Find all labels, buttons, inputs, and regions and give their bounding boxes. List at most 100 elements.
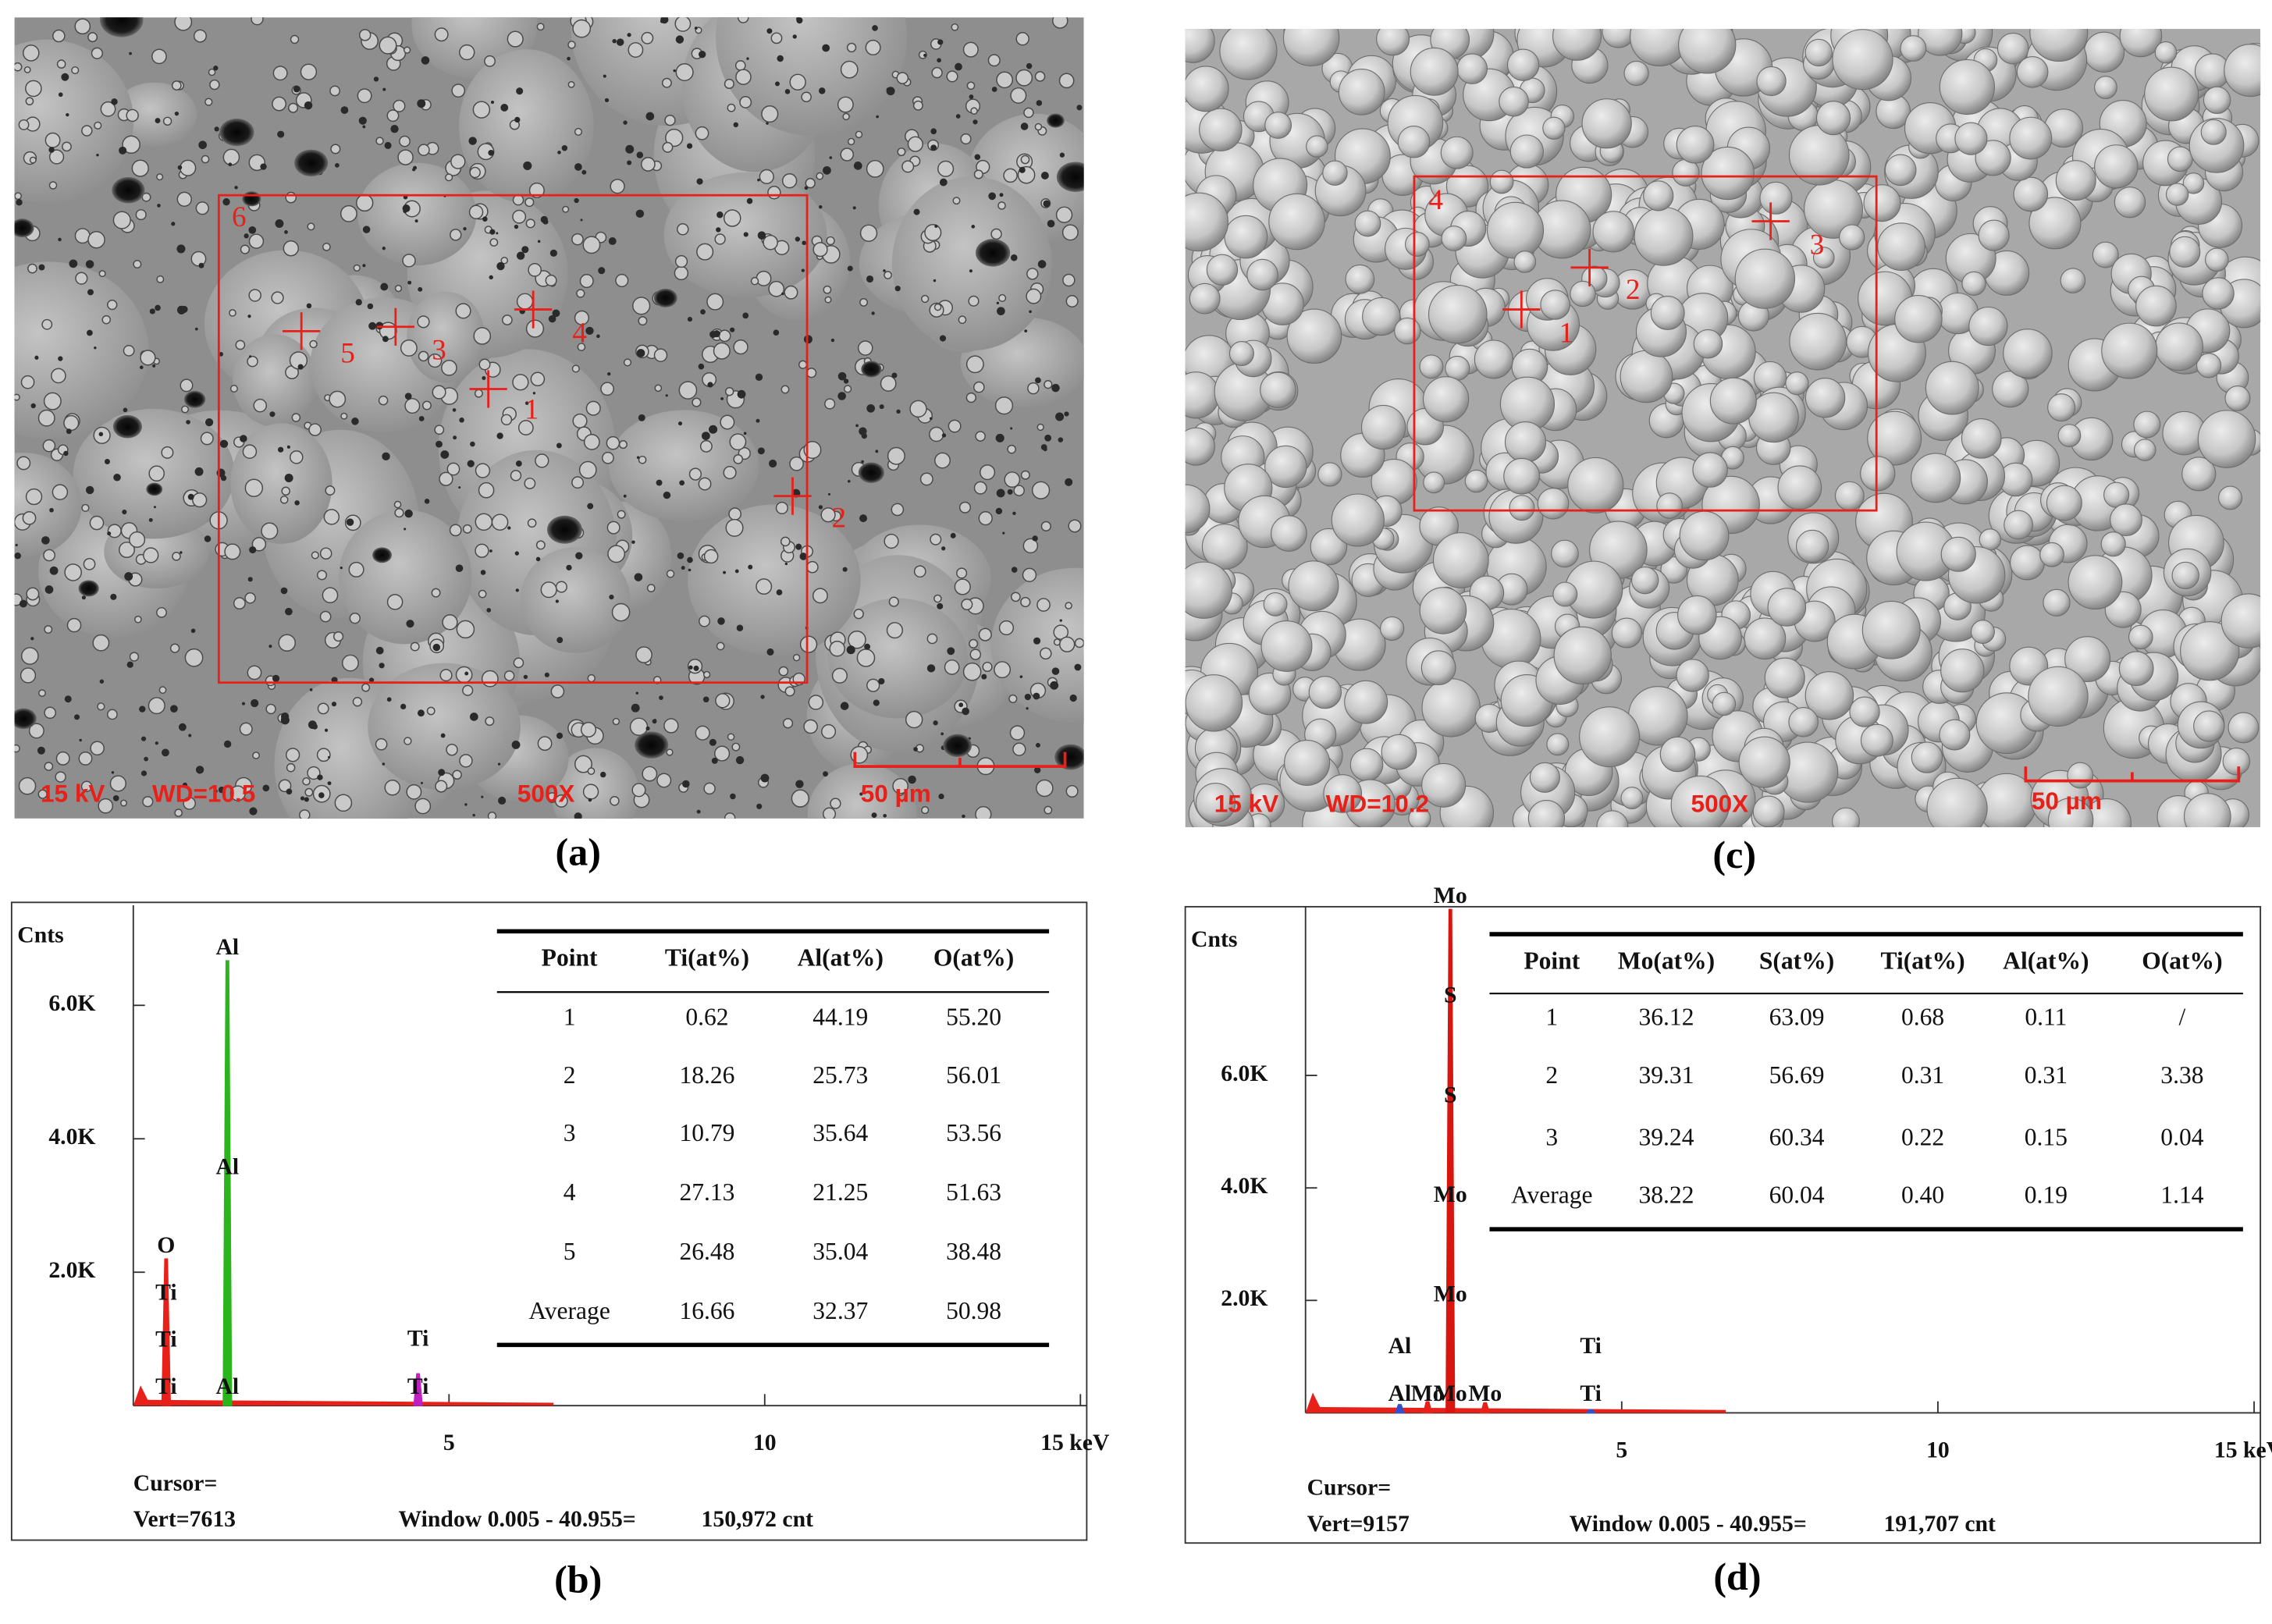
texture	[277, 446, 284, 453]
table-cell: 0.68	[1901, 1004, 1944, 1031]
texture	[1432, 532, 1489, 588]
texture	[90, 741, 105, 756]
point-label: 2	[1626, 274, 1641, 306]
texture	[1527, 800, 1566, 827]
texture	[2200, 119, 2227, 145]
texture	[1068, 519, 1082, 533]
texture	[623, 358, 632, 367]
texture	[288, 102, 299, 113]
texture	[200, 432, 214, 446]
texture	[631, 540, 635, 544]
texture	[1040, 647, 1052, 660]
texture	[1033, 637, 1041, 645]
texture	[598, 267, 606, 275]
caption: (d)	[1713, 1555, 1761, 1598]
table-cell: 0.15	[2025, 1123, 2068, 1150]
texture	[812, 242, 828, 258]
texture	[556, 732, 564, 739]
texture	[646, 584, 656, 592]
texture	[112, 414, 142, 439]
texture	[1620, 787, 1644, 809]
texture	[98, 432, 104, 437]
texture	[2009, 545, 2045, 581]
texture	[1026, 707, 1029, 710]
y-axis-label: Cnts	[1191, 927, 1237, 952]
texture	[286, 445, 290, 449]
texture	[535, 556, 541, 562]
texture	[1013, 485, 1025, 496]
texture	[491, 513, 509, 531]
texture	[675, 62, 694, 82]
texture	[38, 264, 45, 271]
texture	[663, 491, 671, 499]
texture	[733, 454, 744, 464]
caption: (a)	[556, 830, 601, 874]
texture	[464, 803, 468, 806]
texture	[523, 674, 528, 680]
texture	[1709, 377, 1757, 425]
texture	[131, 159, 149, 177]
texture	[921, 294, 930, 304]
texture	[763, 234, 778, 251]
texture	[410, 641, 420, 652]
texture	[792, 34, 797, 39]
texture	[843, 378, 849, 384]
texture	[69, 259, 78, 268]
texture	[435, 780, 448, 793]
texture	[379, 36, 397, 55]
texture	[317, 702, 329, 715]
texture	[974, 154, 981, 160]
texture	[402, 204, 411, 212]
texture	[864, 643, 871, 650]
texture	[426, 706, 436, 716]
texture	[2180, 621, 2240, 681]
texture	[1007, 489, 1013, 495]
texture	[89, 515, 105, 531]
texture	[2094, 76, 2117, 99]
texture	[795, 780, 804, 788]
texture	[933, 594, 942, 603]
texture	[688, 504, 861, 656]
texture	[450, 154, 466, 169]
texture	[713, 342, 731, 360]
texture	[600, 771, 606, 778]
texture	[34, 355, 39, 360]
texture	[511, 740, 521, 749]
texture	[820, 507, 836, 523]
texture	[44, 132, 61, 148]
texture	[717, 617, 725, 625]
texture	[201, 155, 210, 164]
texture	[1542, 116, 1566, 140]
texture	[698, 363, 705, 370]
texture	[1055, 412, 1065, 421]
texture	[933, 303, 942, 311]
table-cell: 0.19	[2025, 1182, 2068, 1209]
texture	[1040, 521, 1051, 531]
texture	[933, 720, 938, 726]
texture	[399, 135, 411, 147]
texture	[1263, 592, 1288, 617]
texture	[361, 683, 371, 692]
texture	[404, 509, 413, 518]
texture	[550, 684, 565, 698]
texture	[23, 66, 31, 73]
texture	[653, 348, 668, 362]
table-cell: 0.62	[685, 1004, 728, 1031]
texture	[1975, 140, 2011, 176]
texture	[285, 607, 293, 616]
table-header: Mo(at%)	[1618, 947, 1715, 974]
texture	[139, 365, 144, 370]
table-cell: 38.22	[1638, 1182, 1694, 1209]
texture	[229, 309, 236, 317]
texture	[382, 762, 386, 766]
texture	[678, 381, 698, 400]
texture	[30, 637, 34, 641]
texture	[1712, 691, 1737, 716]
y-tick-label: 6.0K	[1221, 1061, 1268, 1086]
texture	[468, 137, 477, 145]
texture	[623, 494, 627, 498]
texture	[901, 160, 915, 173]
texture	[535, 453, 549, 468]
texture	[14, 393, 20, 401]
